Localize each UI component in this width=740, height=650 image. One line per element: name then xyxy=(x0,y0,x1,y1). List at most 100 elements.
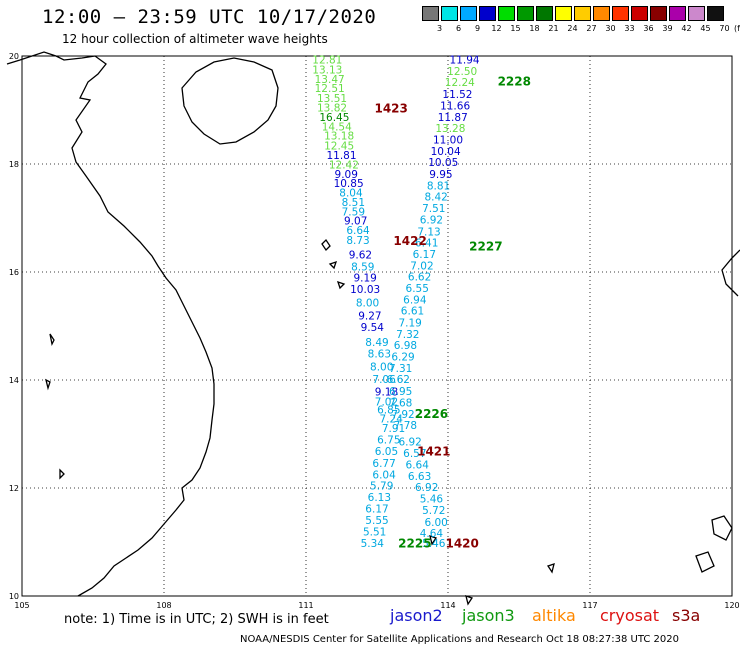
wave-height-value: 9.95 xyxy=(429,169,452,181)
scale-tick-label: 30 xyxy=(605,24,616,33)
pass-id-label: 1422 xyxy=(393,234,426,248)
scale-tick-label: 39 xyxy=(662,24,673,33)
footnote: note: 1) Time is in UTC; 2) SWH is in fe… xyxy=(64,612,329,627)
wave-height-value: 6.92 xyxy=(415,482,438,494)
wave-height-value: 12.42 xyxy=(329,159,359,171)
wave-height-value: 7.13 xyxy=(417,226,440,238)
map-border xyxy=(21,55,733,597)
wave-height-value: 8.49 xyxy=(365,337,388,349)
wave-height-value: 7.78 xyxy=(394,420,417,432)
wave-height-value: 9.54 xyxy=(361,322,385,334)
pass-id-label: 2227 xyxy=(469,239,502,253)
wave-height-value: 9.09 xyxy=(335,169,358,181)
vietnam-coastline xyxy=(6,51,215,597)
philippines-islands xyxy=(695,515,733,573)
lat-tick-label: 12 xyxy=(9,484,19,493)
wave-height-value: 8.00 xyxy=(370,361,393,373)
wave-height-value: 10.04 xyxy=(431,146,461,158)
wave-height-value: 13.28 xyxy=(435,123,465,135)
wave-height-value: 6.64 xyxy=(406,460,430,472)
lat-tick-label: 10 xyxy=(9,592,19,601)
wave-height-value: 7.59 xyxy=(342,206,365,218)
wave-height-value: 6.05 xyxy=(375,446,398,458)
scale-tick-label: 18 xyxy=(529,24,540,33)
page-subtitle: 12 hour collection of altimeter wave hei… xyxy=(62,32,328,46)
wave-height-value: 5.51 xyxy=(363,527,386,539)
wave-height-value: 12.50 xyxy=(447,66,477,78)
wave-height-value: 11.94 xyxy=(450,55,480,67)
wave-height-value: 5.46 xyxy=(420,494,444,506)
wave-height-value: 7.24 xyxy=(380,414,404,426)
scale-tick-label: 42 xyxy=(681,24,692,33)
scale-tick-label: 27 xyxy=(586,24,597,33)
wave-height-value: 7.02 xyxy=(375,396,398,408)
wave-height-value: 8.04 xyxy=(339,187,363,199)
wave-height-value: 10.05 xyxy=(428,157,458,169)
wave-height-value: 6.29 xyxy=(391,352,414,364)
wave-height-value: 7.02 xyxy=(410,260,433,272)
scale-tick-label: 15 xyxy=(510,24,521,33)
wave-height-value: 6.17 xyxy=(413,249,436,261)
coastal-islet xyxy=(45,333,65,480)
scale-tick-label: 24 xyxy=(567,24,578,33)
track-1421: 6.756.056.776.045.796.136.175.555.515.34 xyxy=(361,435,401,550)
lat-tick-label: 20 xyxy=(9,52,19,61)
hainan-island xyxy=(181,57,279,145)
scale-swatch xyxy=(536,6,553,21)
pass-id-label: 1421 xyxy=(417,445,450,459)
wave-height-value: 12.45 xyxy=(324,140,354,152)
wave-height-value: 5.34 xyxy=(361,538,385,550)
wave-height-value: 6.95 xyxy=(389,386,412,398)
satellite-jason2: jason2 xyxy=(390,606,443,625)
satellite-s3a: s3a xyxy=(672,606,701,625)
track-1420: 5.464.64 xyxy=(420,528,446,550)
lon-tick-label: 114 xyxy=(440,601,455,610)
satellite-altika: altika xyxy=(532,606,576,625)
wave-height-value: 6.62 xyxy=(408,272,431,284)
scale-swatch xyxy=(669,6,686,21)
wave-height-value: 6.64 xyxy=(346,225,370,237)
satellite-jason3: jason3 xyxy=(462,606,515,625)
wave-height-value: 16.45 xyxy=(319,112,349,124)
wave-height-value: 6.41 xyxy=(415,238,438,250)
wave-height-value: 12.24 xyxy=(445,77,475,89)
scale-swatch xyxy=(441,6,458,21)
wave-height-value: 6.85 xyxy=(377,404,400,416)
wave-height-value: 6.75 xyxy=(377,435,400,447)
wave-height-value: 6.55 xyxy=(406,283,429,295)
credit-line: NOAA/NESDIS Center for Satellite Applica… xyxy=(240,634,679,645)
wave-height-value: 7.68 xyxy=(389,397,412,409)
wave-height-value: 11.00 xyxy=(433,134,463,146)
wave-height-value: 14.54 xyxy=(322,122,352,134)
altimeter-tracks: 12.8113.1313.4712.5113.5113.8216.4514.54… xyxy=(312,55,531,551)
scale-swatch xyxy=(422,6,439,21)
wave-height-value: 6.57 xyxy=(403,448,426,460)
lat-tick-label: 14 xyxy=(9,376,19,385)
wave-height-value: 11.52 xyxy=(442,89,472,101)
wave-height-value: 9.19 xyxy=(353,273,376,285)
scale-swatch xyxy=(650,6,667,21)
wave-height-value: 12.81 xyxy=(312,55,342,67)
scale-swatch xyxy=(574,6,591,21)
scale-tick-label: 6 xyxy=(455,24,462,33)
pass-id-label: 1420 xyxy=(445,536,478,550)
lon-tick-label: 108 xyxy=(156,601,171,610)
axis-tick-labels: 105 108 111 114 117 120 20 18 16 14 12 10 xyxy=(9,52,740,610)
scale-tick-label: 70 xyxy=(719,24,730,33)
lon-tick-label: 105 xyxy=(14,601,29,610)
wave-height-value: 8.51 xyxy=(342,197,365,209)
wave-height-value: 13.47 xyxy=(315,74,345,86)
lon-tick-label: 111 xyxy=(298,601,313,610)
scale-swatch xyxy=(460,6,477,21)
wave-height-value: 6.63 xyxy=(408,471,431,483)
lon-tick-label: 120 xyxy=(724,601,739,610)
wave-height-value: 10.85 xyxy=(334,178,364,190)
wave-height-value: 7.32 xyxy=(396,329,419,341)
wave-height-value: 5.72 xyxy=(422,505,445,517)
wave-height-value: 6.98 xyxy=(394,340,417,352)
wave-height-value: 6.13 xyxy=(368,492,391,504)
track-2227: 6.176.417.136.927.518.428.819.9510.0510.… xyxy=(413,89,473,261)
lon-tick-label: 117 xyxy=(582,601,597,610)
